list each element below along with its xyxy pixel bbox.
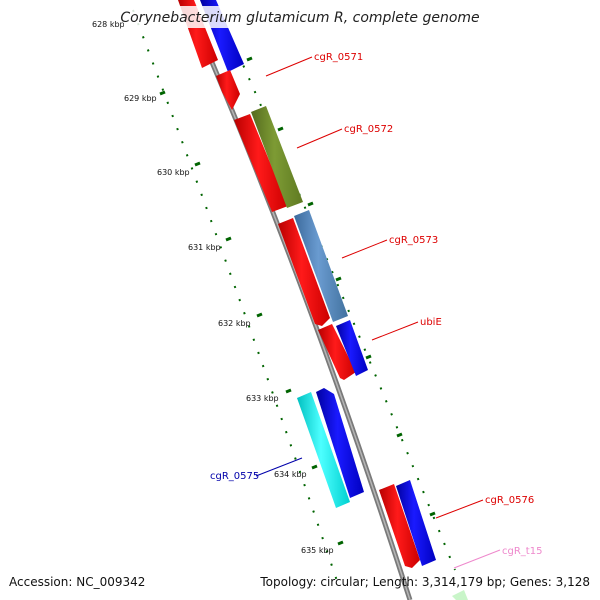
cds-feature-steel[interactable]: [294, 210, 348, 322]
major-ticks: [159, 56, 436, 546]
accession-text: Accession: NC_009342: [9, 575, 145, 589]
trna-feature[interactable]: [452, 590, 468, 600]
cds-feature-cyan[interactable]: [297, 392, 350, 508]
gene-label-cgR_0571[interactable]: cgR_0571: [314, 52, 363, 63]
tick-label: 629 kbp: [124, 94, 157, 103]
tick-label: 633 kbp: [246, 394, 279, 403]
tick-label: 632 kbp: [218, 319, 251, 328]
topology-text: Topology: circular; Length: 3,314,179 bp…: [259, 575, 590, 589]
gene-features: [178, 0, 468, 600]
gene-label-cgR_0576[interactable]: cgR_0576: [485, 495, 534, 506]
genome-backbone-highlight: [184, 0, 411, 600]
gene-label-cgR_0575[interactable]: cgR_0575: [210, 471, 259, 482]
genome-backbone: [182, 0, 413, 600]
gene-label-cgR_0572[interactable]: cgR_0572: [344, 124, 393, 135]
cds-feature-red[interactable]: [278, 218, 330, 326]
tick-label: 634 kbp: [274, 470, 307, 479]
gene-labels: cgR_0571 cgR_0572 cgR_0573 ubiE cgR_0575…: [210, 52, 542, 557]
label-leader-lines: [255, 56, 501, 569]
tick-label: 631 kbp: [188, 243, 221, 252]
map-title: Corynebacterium glutamicum R, complete g…: [120, 10, 479, 26]
gene-label-cgR_0573[interactable]: cgR_0573: [389, 235, 438, 246]
gene-label-cgR_t15[interactable]: cgR_t15: [502, 546, 542, 557]
gene-label-ubiE[interactable]: ubiE: [420, 317, 442, 328]
cds-feature-blue[interactable]: [396, 480, 436, 566]
cds-feature-olive[interactable]: [251, 106, 303, 208]
cds-feature-red[interactable]: [379, 484, 420, 568]
tick-label: 635 kbp: [301, 546, 334, 555]
title-background: [124, 6, 476, 28]
cds-feature-red[interactable]: [234, 114, 288, 212]
tick-label: 628 kbp: [92, 20, 125, 29]
tick-label: 630 kbp: [157, 168, 190, 177]
tick-labels: 628 kbp 629 kbp 630 kbp 631 kbp 632 kbp …: [92, 20, 334, 555]
cds-feature-red[interactable]: [318, 324, 356, 380]
cds-feature-red[interactable]: [216, 70, 240, 110]
cds-feature-blue[interactable]: [316, 388, 364, 498]
cds-feature-blue[interactable]: [336, 320, 368, 376]
